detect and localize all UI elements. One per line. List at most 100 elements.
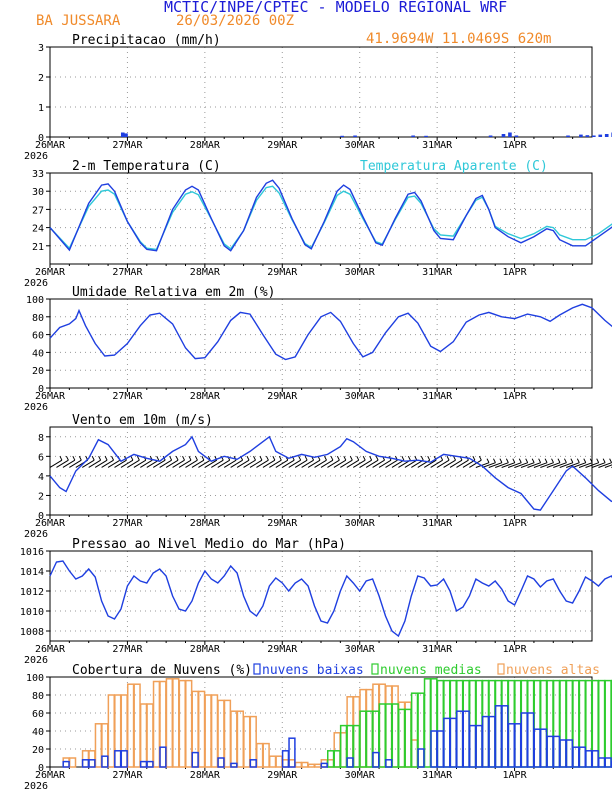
cloud-mid-bar bbox=[456, 679, 464, 768]
temp-xtick-label: 30MAR bbox=[345, 267, 376, 278]
rh-ytick-label: 60 bbox=[32, 331, 44, 342]
wind-barb-flag bbox=[576, 458, 580, 463]
wind-barb-shaft bbox=[256, 459, 269, 468]
pressure-xtick-label: 31MAR bbox=[422, 644, 453, 655]
pressure-xtick-label: 28MAR bbox=[190, 644, 221, 655]
cloud-high-bar bbox=[352, 696, 361, 768]
wind-barb-flag bbox=[427, 455, 431, 461]
wind-barb-flag bbox=[407, 455, 411, 461]
cloud-high-bar bbox=[391, 685, 399, 768]
cloud-mid-bar bbox=[475, 679, 483, 768]
cloud-legend-swatch bbox=[371, 663, 379, 675]
wind-barb-flag bbox=[175, 455, 179, 461]
wind-barb-shaft bbox=[385, 459, 398, 468]
wind-barb-shaft bbox=[204, 459, 218, 468]
wind-ytick-label: 2 bbox=[38, 491, 44, 502]
pressure-ytick-label: 1012 bbox=[20, 587, 44, 598]
cloud-high-bar bbox=[268, 755, 277, 768]
clouds-xtick-label: 1APR bbox=[503, 770, 528, 781]
temp-axes-box bbox=[49, 172, 593, 265]
cloud-mid-bar bbox=[546, 679, 554, 768]
wind-barb-flag bbox=[65, 455, 69, 461]
wind-barb-flag bbox=[609, 458, 612, 463]
precip-bar bbox=[579, 134, 583, 137]
cloud-high-bar bbox=[314, 763, 322, 768]
cloud-mid-bar bbox=[591, 679, 599, 768]
cloud-low-bar bbox=[494, 705, 503, 768]
cloud-mid-bar bbox=[443, 679, 451, 768]
precip-bar bbox=[501, 134, 506, 137]
cloud-high-bar bbox=[133, 683, 141, 768]
wind-barb-flag bbox=[156, 455, 160, 461]
cloud-low-bar bbox=[507, 723, 516, 768]
precip-title: Precipitacao (mm/h) bbox=[72, 33, 221, 48]
rh-year-label: 2026 bbox=[24, 402, 48, 413]
wind-barb-flag bbox=[91, 455, 95, 461]
cloud-low-bar bbox=[520, 712, 528, 768]
wind-barb-shaft bbox=[578, 462, 593, 468]
cloud-low-bar bbox=[372, 751, 380, 768]
station-coords: 41.9694W 11.0469S 620m bbox=[366, 31, 552, 47]
cloud-mid-bar bbox=[539, 679, 548, 768]
wind-barb-flag bbox=[194, 455, 198, 461]
wind-barb-shaft bbox=[172, 459, 185, 468]
rh-xtick-label: 29MAR bbox=[267, 391, 298, 402]
cloud-low-bar bbox=[533, 728, 541, 768]
wind-barb-shaft bbox=[146, 459, 159, 468]
wind-barb-flag bbox=[59, 455, 63, 461]
wind-barb-shaft bbox=[127, 459, 140, 468]
precip-bar bbox=[598, 134, 603, 137]
wind-barb-shaft bbox=[604, 464, 612, 468]
wind-barb-shaft bbox=[49, 459, 63, 468]
temp-xtick-label: 29MAR bbox=[267, 267, 298, 278]
clouds-xtick-label: 31MAR bbox=[422, 770, 453, 781]
cloud-high-bar bbox=[378, 683, 386, 768]
cloud-low-bar bbox=[559, 739, 567, 768]
temp-series-line-1 bbox=[49, 179, 612, 252]
wind-barb-flag bbox=[188, 455, 192, 461]
wind-barb-shaft bbox=[185, 459, 198, 468]
precip-xtick-label: 29MAR bbox=[267, 140, 298, 151]
cloud-low-bar bbox=[527, 712, 535, 768]
cloud-low-bar bbox=[114, 750, 122, 768]
pressure-xtick-label: 1APR bbox=[503, 644, 528, 655]
wind-barb-flag bbox=[330, 455, 334, 461]
cloud-high-bar bbox=[159, 680, 167, 768]
wind-barb-flag bbox=[453, 455, 456, 461]
wind-xtick-label: 1APR bbox=[503, 518, 528, 529]
wind-barb-flag bbox=[518, 458, 522, 463]
wind-barb-shaft bbox=[62, 459, 76, 468]
cloud-mid-bar bbox=[339, 724, 348, 768]
cloud-mid-bar bbox=[430, 678, 438, 768]
precip-xtick-label: 30MAR bbox=[345, 140, 376, 151]
wind-barb-shaft bbox=[107, 459, 121, 468]
cloud-high-bar bbox=[404, 701, 412, 768]
cloud-mid-bar bbox=[404, 708, 412, 768]
wind-barb-shaft bbox=[230, 459, 243, 468]
wind-barb-shaft bbox=[159, 459, 172, 468]
cloud-low-bar bbox=[514, 723, 522, 768]
wind-barb-shaft bbox=[133, 459, 147, 468]
cloud-mid-bar bbox=[333, 750, 341, 768]
temp-xtick-label: 27MAR bbox=[112, 267, 143, 278]
pressure-xtick-label: 27MAR bbox=[112, 644, 143, 655]
wind-ytick-label: 0 bbox=[38, 511, 44, 522]
cloud-high-bar bbox=[410, 739, 419, 768]
cloud-high-bar bbox=[307, 763, 315, 768]
cloud-high-bar bbox=[185, 679, 193, 768]
rh-xtick-label: 27MAR bbox=[112, 391, 143, 402]
precip-bar bbox=[124, 133, 128, 137]
wind-barb-shaft bbox=[262, 459, 276, 468]
precip-bar bbox=[411, 135, 415, 137]
cloud-high-bar bbox=[217, 699, 225, 768]
cloud-low-bar bbox=[230, 762, 238, 768]
wind-barb-shaft bbox=[191, 459, 205, 468]
wind-barb-flag bbox=[551, 458, 554, 463]
precip-ytick-label: 1 bbox=[38, 103, 44, 114]
cloud-high-bar bbox=[385, 685, 393, 768]
temp-title: 2-m Temperatura (C) bbox=[72, 159, 221, 174]
wind-barb-flag bbox=[375, 455, 379, 461]
cloud-high-bar bbox=[126, 683, 135, 768]
cloud-high-bar bbox=[301, 761, 309, 768]
cloud-low-bar bbox=[88, 759, 96, 768]
